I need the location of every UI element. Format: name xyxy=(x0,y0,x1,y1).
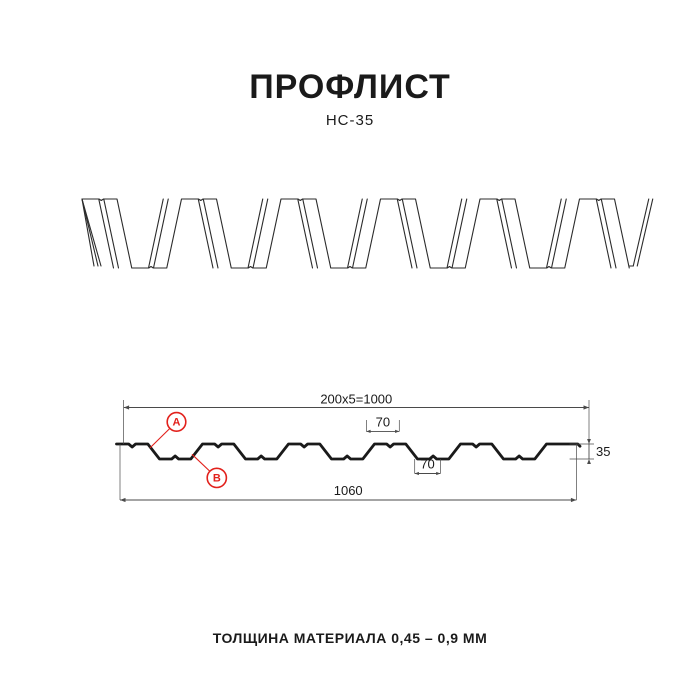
svg-text:B: B xyxy=(213,473,221,485)
svg-text:A: A xyxy=(173,417,181,429)
svg-text:200x5=1000: 200x5=1000 xyxy=(320,392,392,407)
svg-text:35: 35 xyxy=(596,444,610,459)
svg-text:1060: 1060 xyxy=(334,483,363,498)
svg-text:70: 70 xyxy=(376,414,390,429)
svg-text:70: 70 xyxy=(420,457,434,472)
